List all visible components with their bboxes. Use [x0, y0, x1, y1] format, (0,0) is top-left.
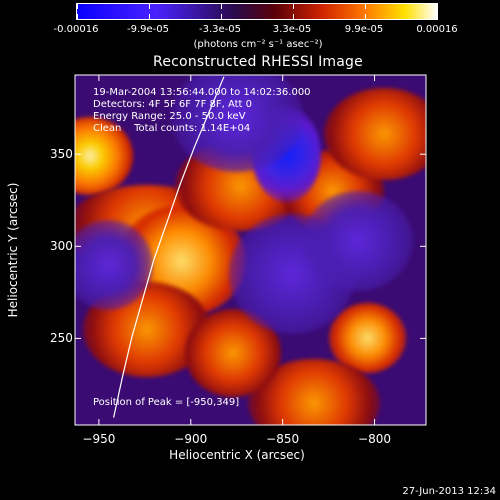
colorbar-tick-label-4: 3.3e-05 — [272, 24, 312, 35]
info-energy-range: Energy Range: 25.0 - 50.0 keV — [93, 111, 246, 122]
render-timestamp: 27-Jun-2013 12:34 — [402, 486, 496, 497]
colorbar-tick-label-5: 9.9e-05 — [344, 24, 384, 35]
info-clean-counts: Clean Total counts: 1.14E+04 — [93, 123, 251, 134]
solar-limb-line — [113, 76, 225, 418]
cool-region — [170, 75, 303, 173]
info-detectors: Detectors: 4F 5F 6F 7F 8F, Att 0 — [93, 99, 253, 110]
plot-frame — [74, 74, 427, 426]
x-tick-label: −900 — [174, 432, 208, 446]
chart-title: Reconstructed RHESSI Image — [153, 54, 363, 70]
cool-region — [303, 190, 413, 291]
y-tick-label: 250 — [50, 331, 73, 346]
y-tick-label: 300 — [50, 239, 73, 254]
x-tick-label: −950 — [82, 432, 116, 446]
peak-position-label: Position of Peak = [-950,349] — [93, 397, 240, 408]
heatmap-plot-area — [75, 75, 426, 425]
colorbar-tick-label-2: -9.9e-05 — [127, 24, 169, 35]
hot-region — [328, 303, 406, 374]
hot-region — [323, 87, 426, 180]
x-axis-label: Heliocentric X (arcsec) — [169, 448, 305, 462]
x-tick-label: −800 — [358, 432, 392, 446]
x-tick-label: −850 — [266, 432, 300, 446]
colorbar-tick-label-3: -3.3e-05 — [199, 24, 241, 35]
colorbar-units: (photons cm⁻² s⁻¹ asec⁻²) — [193, 39, 323, 50]
cool-region — [75, 219, 154, 310]
y-tick-label: 350 — [50, 147, 73, 162]
overlay-svg — [113, 76, 225, 418]
y-axis-label: Heliocentric Y (arcsec) — [6, 182, 20, 318]
colorbar-tick-label-1: -0.00016 — [53, 24, 99, 35]
info-date-range: 19-Mar-2004 13:56:44.000 to 14:02:36.000 — [93, 87, 311, 98]
colorbar-tick-label-6: 0.00016 — [416, 24, 458, 35]
colorbar — [76, 3, 438, 20]
